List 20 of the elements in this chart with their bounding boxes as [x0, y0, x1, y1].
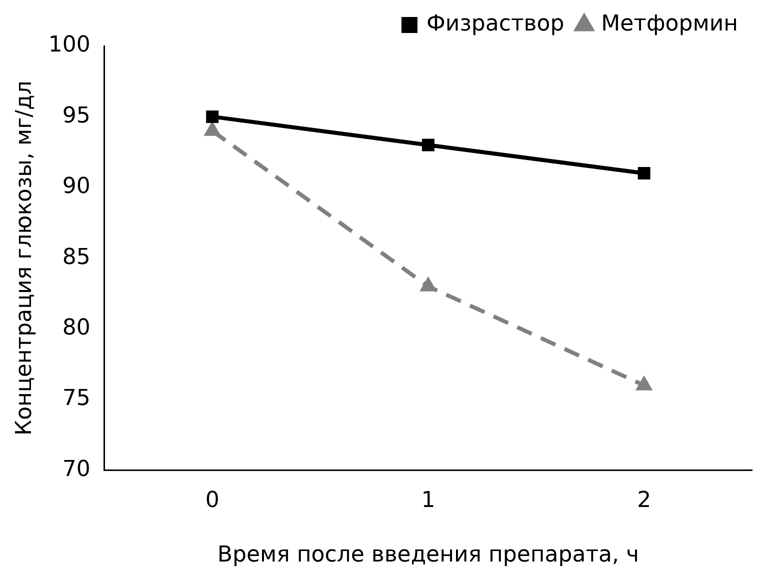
x-axis-title: Время после введения препарата, ч — [217, 542, 639, 568]
y-tick-label: 80 — [62, 316, 90, 341]
x-tick-label: 2 — [637, 488, 652, 514]
y-tick-label: 90 — [62, 174, 90, 200]
x-tick-label: 0 — [205, 488, 220, 514]
point — [206, 110, 219, 123]
point — [636, 377, 652, 390]
point — [422, 138, 434, 152]
point — [421, 278, 436, 292]
y-tick-label: 100 — [48, 32, 90, 58]
y-tick-label: 95 — [62, 103, 90, 128]
y-tick-label: 70 — [62, 456, 90, 482]
point — [638, 167, 650, 180]
x-tick-label: 1 — [421, 488, 436, 514]
legend-label: Физраствор — [426, 12, 564, 37]
point — [205, 122, 220, 136]
y-tick-label: 85 — [62, 244, 90, 270]
legend-label: Метформин — [601, 12, 738, 37]
y-axis-title: Концентрация глюкозы, мг/дл — [12, 80, 37, 436]
y-tick-label: 75 — [62, 386, 90, 412]
